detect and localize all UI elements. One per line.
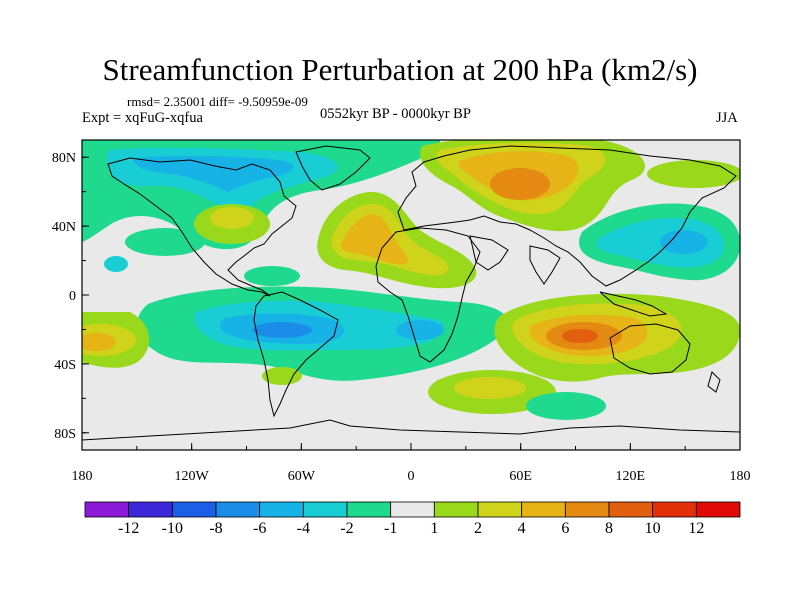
plot-title: Streamfunction Perturbation at 200 hPa (… — [102, 52, 698, 87]
tick-marks — [81, 156, 741, 450]
coast-australia — [609, 323, 691, 375]
colorbar-label: -10 — [162, 520, 183, 537]
colorbar-swatch — [259, 501, 304, 518]
colorbar-swatch — [608, 501, 654, 518]
contour-neg-4 — [125, 228, 205, 256]
season-label: JJA — [716, 110, 738, 126]
colorbar-swatch — [215, 501, 261, 518]
colorbar-swatch — [171, 501, 217, 518]
coast-india — [529, 245, 561, 285]
colorbar-label: 2 — [474, 520, 482, 537]
coast-africa — [375, 227, 481, 363]
lon-tick-label: 60E — [509, 469, 532, 484]
lat-tick-label: 80S — [54, 427, 76, 442]
contour-pos-21 — [262, 367, 302, 385]
colorbar-label: 4 — [518, 520, 526, 537]
contour-pos-2 — [210, 207, 254, 229]
coastlines — [82, 145, 740, 441]
colorbar-swatch — [390, 501, 435, 518]
period-label: 0552kyr BP - 0000kyr BP — [320, 106, 471, 122]
coast-greenland — [295, 145, 371, 191]
map-panel: 180 120W 60W 0 60E 120E 180 80N 40N 0 40S 80S — [52, 139, 751, 484]
colorbar-swatch — [302, 501, 348, 518]
coast-arabia — [469, 235, 509, 271]
colorbar-label: -6 — [253, 520, 266, 537]
colorbar-swatch — [433, 501, 479, 518]
lat-tick-label: 80N — [52, 151, 76, 166]
contour-neg-15 — [526, 392, 606, 420]
lat-tick-label: 40S — [54, 358, 76, 373]
colorbar-label: 1 — [430, 520, 438, 537]
lat-tick-label: 0 — [69, 289, 76, 304]
contour-pos-18 — [562, 329, 598, 343]
lon-tick-label: 0 — [408, 469, 415, 484]
coast-new-zealand — [707, 371, 721, 393]
lon-tick-label: 180 — [730, 469, 751, 484]
coast-south-america — [253, 291, 339, 418]
colorbar-swatch — [652, 501, 697, 518]
colorbar-swatch — [84, 501, 130, 518]
colorbar: -12 -10 -8 -6 -4 -2 -1 1 2 4 6 8 10 12 — [84, 501, 741, 537]
colorbar-label: 12 — [688, 520, 704, 537]
lat-tick-label: 40N — [52, 220, 76, 235]
coast-europe-asia — [397, 145, 737, 287]
contour-pos-20 — [454, 377, 526, 399]
stats-line: rmsd= 2.35001 diff= -9.50959e-09 — [127, 94, 308, 109]
colorbar-swatch — [695, 501, 741, 518]
colorbar-swatch — [346, 501, 392, 518]
colorbar-label: 6 — [561, 520, 569, 537]
coast-southeast-asia-islands — [599, 291, 668, 317]
lon-tick-label: 120E — [616, 469, 646, 484]
contour-neg-5 — [244, 266, 300, 286]
colorbar-label: 8 — [605, 520, 613, 537]
coast-north-america — [107, 157, 297, 297]
colorbar-label: -1 — [384, 520, 397, 537]
colorbar-swatch — [477, 501, 523, 518]
coast-antarctica — [82, 419, 740, 441]
contour-neg-6 — [104, 256, 128, 272]
lon-tick-label: 60W — [288, 469, 316, 484]
contour-pos-5 — [340, 214, 409, 265]
experiment-label: Expt = xqFuG-xqfua — [82, 110, 203, 126]
colorbar-label: -2 — [340, 520, 353, 537]
contour-neg-13 — [252, 322, 312, 338]
contour-pos-13 — [82, 333, 116, 351]
colorbar-label: 10 — [645, 520, 661, 537]
colorbar-label: -12 — [118, 520, 139, 537]
contour-field — [82, 140, 740, 441]
tick-labels: 180 120W 60W 0 60E 120E 180 80N 40N 0 40S 80S — [52, 151, 751, 484]
colorbar-swatch — [564, 501, 610, 518]
contour-neg-14 — [396, 320, 444, 340]
colorbar-swatch — [521, 501, 566, 518]
contour-pos-9 — [490, 168, 550, 200]
colorbar-label: -4 — [297, 520, 310, 537]
colorbar-swatch — [128, 501, 173, 518]
contour-neg-9 — [660, 230, 708, 254]
lon-tick-label: 120W — [175, 469, 210, 484]
contour-pos-10 — [647, 160, 740, 188]
lon-tick-label: 180 — [72, 469, 93, 484]
colorbar-label: -8 — [209, 520, 222, 537]
contour-neg-3 — [132, 155, 294, 192]
